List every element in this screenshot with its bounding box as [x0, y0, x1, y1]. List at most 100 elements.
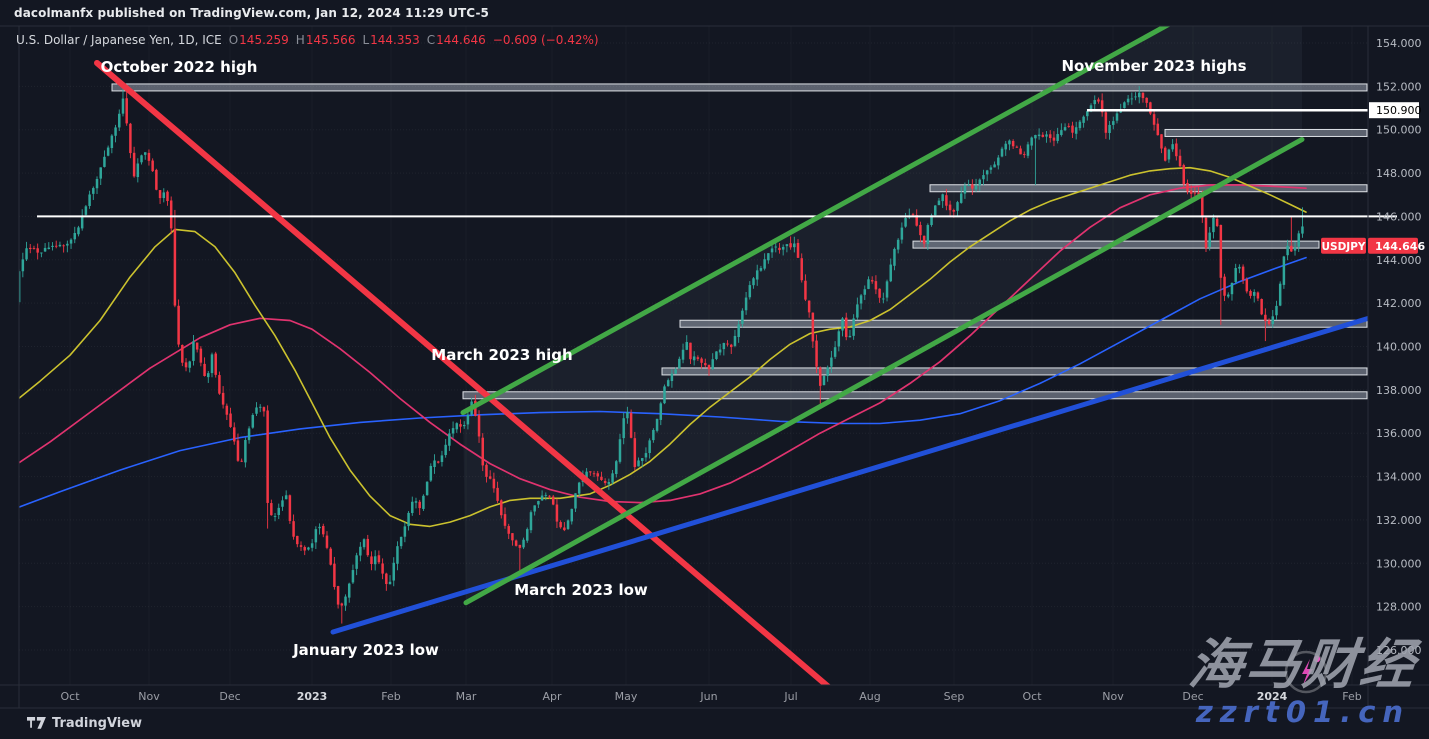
candle-body — [889, 264, 892, 282]
candle-body — [1078, 121, 1082, 129]
time-axis-label: Aug — [859, 690, 880, 703]
candle-body — [674, 369, 677, 374]
candle-body — [726, 343, 729, 345]
candle-body — [819, 367, 822, 386]
candle-body — [1204, 217, 1208, 249]
candle-body — [770, 248, 774, 253]
candle-body — [414, 501, 418, 503]
candle-body — [607, 481, 611, 485]
candle-body — [685, 341, 688, 350]
candle-body — [1026, 144, 1030, 156]
candle-body — [956, 202, 959, 211]
candle-body — [1156, 123, 1160, 136]
candle-body — [288, 495, 292, 521]
annotation-text: March 2023 low — [514, 581, 648, 599]
candle-body — [904, 218, 907, 227]
candle-body — [934, 205, 937, 216]
candle-body — [251, 414, 255, 428]
candle-body — [158, 190, 162, 199]
candle-body — [945, 195, 948, 206]
candle-body — [692, 356, 696, 361]
candle-body — [1067, 125, 1071, 127]
trend-channel-fill — [463, 26, 1302, 604]
candle-body — [1034, 135, 1037, 139]
candle-body — [978, 179, 982, 186]
candle-body — [466, 414, 470, 425]
candle-body — [1223, 276, 1226, 296]
candle-body — [207, 373, 210, 378]
candle-body — [429, 465, 433, 481]
time-axis[interactable]: Oct Nov Dec 2023 Feb Mar Apr May Jun Jul Aug Sep Oct… — [60, 690, 1361, 703]
candle-body — [1130, 98, 1134, 100]
candle-body — [941, 194, 944, 202]
candle-body — [25, 248, 28, 260]
price-zone-bar[interactable] — [462, 391, 1368, 400]
candle-body — [218, 375, 221, 394]
candle-body — [618, 439, 622, 462]
candle-body — [273, 516, 277, 518]
candle-body — [611, 473, 614, 483]
candle-body — [537, 501, 540, 505]
candle-body — [132, 152, 136, 177]
channel-lower-green[interactable] — [463, 136, 1305, 606]
price-zone-bar[interactable] — [929, 184, 1368, 193]
candle-body — [1052, 137, 1056, 141]
candle-body — [859, 295, 863, 304]
candle-body — [255, 407, 258, 414]
candle-body — [422, 495, 425, 509]
price-zone-bar[interactable] — [1164, 128, 1368, 137]
candle-body — [670, 373, 674, 382]
candle-body — [199, 348, 203, 363]
time-axis-label: Oct — [60, 690, 80, 703]
candle-body — [737, 324, 740, 338]
candle-body — [329, 548, 332, 565]
candle-body — [1215, 218, 1219, 227]
price-axis[interactable]: 154.000 152.000 150.000 148.000 146.000 144.0… — [1368, 37, 1425, 657]
ma-mid-pink — [19, 184, 1307, 504]
candle-body — [715, 351, 718, 360]
candle-body — [511, 533, 514, 541]
time-axis-label: Nov — [1102, 690, 1124, 703]
candle-body — [77, 227, 80, 235]
candle-body — [181, 344, 184, 363]
candle-body — [477, 415, 481, 437]
price-zone-bar[interactable] — [661, 367, 1368, 376]
candle-body — [804, 280, 807, 300]
candle-body — [377, 555, 381, 563]
candle-body — [952, 209, 956, 212]
candle-body — [425, 481, 429, 496]
candle-body — [184, 362, 188, 368]
annotation-text: October 2022 high — [101, 58, 258, 76]
downtrend-red[interactable] — [94, 59, 831, 689]
price-zone-bar[interactable] — [111, 83, 1368, 92]
channel-upper-green[interactable] — [460, 15, 1186, 416]
candle-body — [1175, 143, 1178, 157]
publish-bar: dacolmanfx published on TradingView.com,… — [0, 0, 1429, 26]
candle-body — [574, 493, 577, 509]
candle-body — [10, 278, 13, 302]
candle-body — [815, 340, 818, 367]
price-axis-label: 132.000 — [1376, 514, 1422, 527]
candle-body — [837, 331, 841, 347]
candle-body — [811, 312, 815, 342]
candle-body — [763, 259, 766, 269]
tradingview-brand-text[interactable]: TradingView — [52, 716, 143, 731]
candle-body — [589, 471, 592, 473]
candle-body — [1249, 290, 1252, 296]
candle-body — [874, 281, 878, 290]
candle-body — [244, 439, 247, 463]
candle-body — [867, 279, 870, 289]
price-zone-bar[interactable] — [679, 319, 1368, 328]
time-axis-label: Mar — [456, 690, 477, 703]
candle-body — [448, 433, 451, 446]
chart-legend[interactable]: U.S. Dollar / Japanese Yen, 1D, ICE O145… — [16, 33, 599, 47]
candle-body — [789, 243, 792, 248]
time-axis-label: Sep — [944, 690, 965, 703]
candle-body — [88, 194, 91, 206]
candle-body — [615, 461, 618, 475]
candle-body — [1264, 314, 1267, 321]
candle-body — [1171, 144, 1174, 150]
candle-body — [162, 192, 166, 199]
candle-body — [1301, 226, 1304, 234]
